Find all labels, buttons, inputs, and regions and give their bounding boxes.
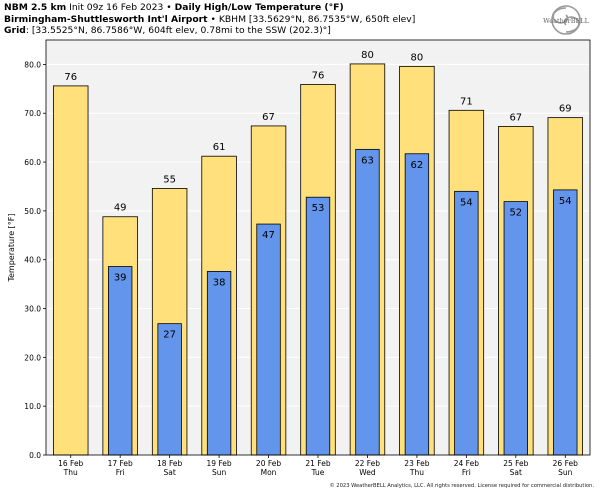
x-tick-date: 26 Feb xyxy=(553,459,578,468)
low-temp-bar xyxy=(454,190,479,456)
high-temp-label: 76 xyxy=(312,70,325,81)
high-temp-label: 67 xyxy=(262,112,275,123)
y-tick-label: 80.0 xyxy=(24,60,41,69)
low-temp-label: 53 xyxy=(312,203,325,214)
x-tick-day: Tue xyxy=(311,468,325,477)
x-tick-day: Thu xyxy=(409,468,424,477)
high-temp-label: 49 xyxy=(114,203,127,214)
chart-header: NBM 2.5 km Init 09z 16 Feb 2023 • Daily … xyxy=(4,2,415,37)
x-tick-day: Sat xyxy=(163,468,175,477)
init-time: Init 09z 16 Feb 2023 xyxy=(69,2,164,13)
y-tick-label: 70.0 xyxy=(24,109,41,118)
swirl-icon xyxy=(551,5,581,35)
header-separator: • xyxy=(207,13,219,25)
x-tick-day: Fri xyxy=(116,468,125,477)
low-temp-label: 47 xyxy=(262,230,275,241)
high-temp-label: 67 xyxy=(509,112,522,123)
grid-label: Grid xyxy=(4,25,26,36)
y-tick-label: 10.0 xyxy=(24,402,41,411)
x-tick-date: 21 Feb xyxy=(305,459,330,468)
x-tick-date: 16 Feb xyxy=(58,459,83,468)
x-tick-date: 25 Feb xyxy=(503,459,528,468)
station-info: KBHM [33.5629°N, 86.7535°W, 650ft elev] xyxy=(218,13,416,25)
low-temp-label: 27 xyxy=(163,330,176,341)
low-temp-label: 39 xyxy=(114,273,127,284)
low-temp-bar xyxy=(305,196,331,456)
low-temp-bar xyxy=(553,189,578,456)
low-temp-bar xyxy=(355,148,380,456)
y-tick-label: 50.0 xyxy=(24,207,41,216)
x-tick-date: 24 Feb xyxy=(454,459,479,468)
high-temp-label: 80 xyxy=(361,50,374,61)
x-tick-day: Wed xyxy=(359,468,376,477)
low-temp-label: 52 xyxy=(509,208,522,219)
low-temp-bar xyxy=(108,266,133,456)
x-tick-day: Mon xyxy=(261,468,277,477)
y-tick-label: 20.0 xyxy=(24,353,41,362)
low-temp-bar xyxy=(157,323,182,456)
high-temp-label: 80 xyxy=(411,52,424,63)
x-tick-date: 23 Feb xyxy=(404,459,429,468)
high-temp-label: 76 xyxy=(64,72,77,83)
high-temp-label: 71 xyxy=(460,96,473,107)
low-temp-bar xyxy=(503,201,528,456)
copyright-footer: © 2023 WeatherBELL Analytics, LLC. All r… xyxy=(329,483,594,489)
header-separator: • xyxy=(163,2,175,13)
x-tick-date: 19 Feb xyxy=(206,459,231,468)
y-tick-label: 40.0 xyxy=(24,256,41,265)
high-temp-label: 69 xyxy=(559,104,572,115)
y-tick-label: 60.0 xyxy=(24,158,41,167)
x-tick-date: 22 Feb xyxy=(355,459,380,468)
y-tick-label: 0.0 xyxy=(29,451,41,460)
header-line-1: NBM 2.5 km Init 09z 16 Feb 2023 • Daily … xyxy=(4,2,415,14)
chart-title: Daily High/Low Temperature (°F) xyxy=(174,2,344,13)
x-tick-date: 20 Feb xyxy=(256,459,281,468)
header-line-3: Grid: [33.5525°N, 86.7586°W, 604ft elev,… xyxy=(4,25,415,37)
x-tick-day: Sun xyxy=(558,468,573,477)
high-temp-bar xyxy=(53,85,89,456)
model-name: NBM 2.5 km xyxy=(4,2,67,13)
low-temp-label: 54 xyxy=(460,197,473,208)
y-axis: 0.0 10.0 20.0 30.0 40.0 50.0 60.0 70.0 80.0 xyxy=(24,60,46,460)
low-temp-label: 38 xyxy=(213,277,226,288)
weatherbell-logo: WeatherBELL xyxy=(543,5,590,35)
y-tick-label: 30.0 xyxy=(24,305,41,314)
bar-labels: 76 49 39 55 27 61 38 67 47 76 53 80 63 80 62 71 54 67 52 69… xyxy=(64,50,571,341)
low-temp-bar xyxy=(256,223,281,456)
x-tick-date: 18 Feb xyxy=(157,459,182,468)
high-temp-label: 55 xyxy=(163,174,176,185)
low-temp-bar xyxy=(404,153,430,456)
low-temp-label: 62 xyxy=(411,160,424,171)
logo-text: WeatherBELL xyxy=(543,17,589,25)
low-temp-label: 63 xyxy=(361,155,374,166)
header-line-2: Birmingham-Shuttlesworth Int'l Airport •… xyxy=(4,14,415,26)
x-tick-day: Thu xyxy=(63,468,78,477)
grid-info: : [33.5525°N, 86.7586°W, 604ft elev, 0.7… xyxy=(25,25,331,36)
x-tick-day: Sat xyxy=(510,468,522,477)
station-name: Birmingham-Shuttlesworth Int'l Airport xyxy=(4,13,208,25)
low-temp-label: 54 xyxy=(559,196,572,207)
high-temp-label: 61 xyxy=(213,142,226,153)
x-tick-date: 17 Feb xyxy=(108,459,133,468)
low-temp-bar xyxy=(206,271,232,456)
y-axis-label: Temperature [°F] xyxy=(7,213,16,282)
x-tick-day: Sun xyxy=(212,468,227,477)
x-tick-day: Fri xyxy=(462,468,471,477)
